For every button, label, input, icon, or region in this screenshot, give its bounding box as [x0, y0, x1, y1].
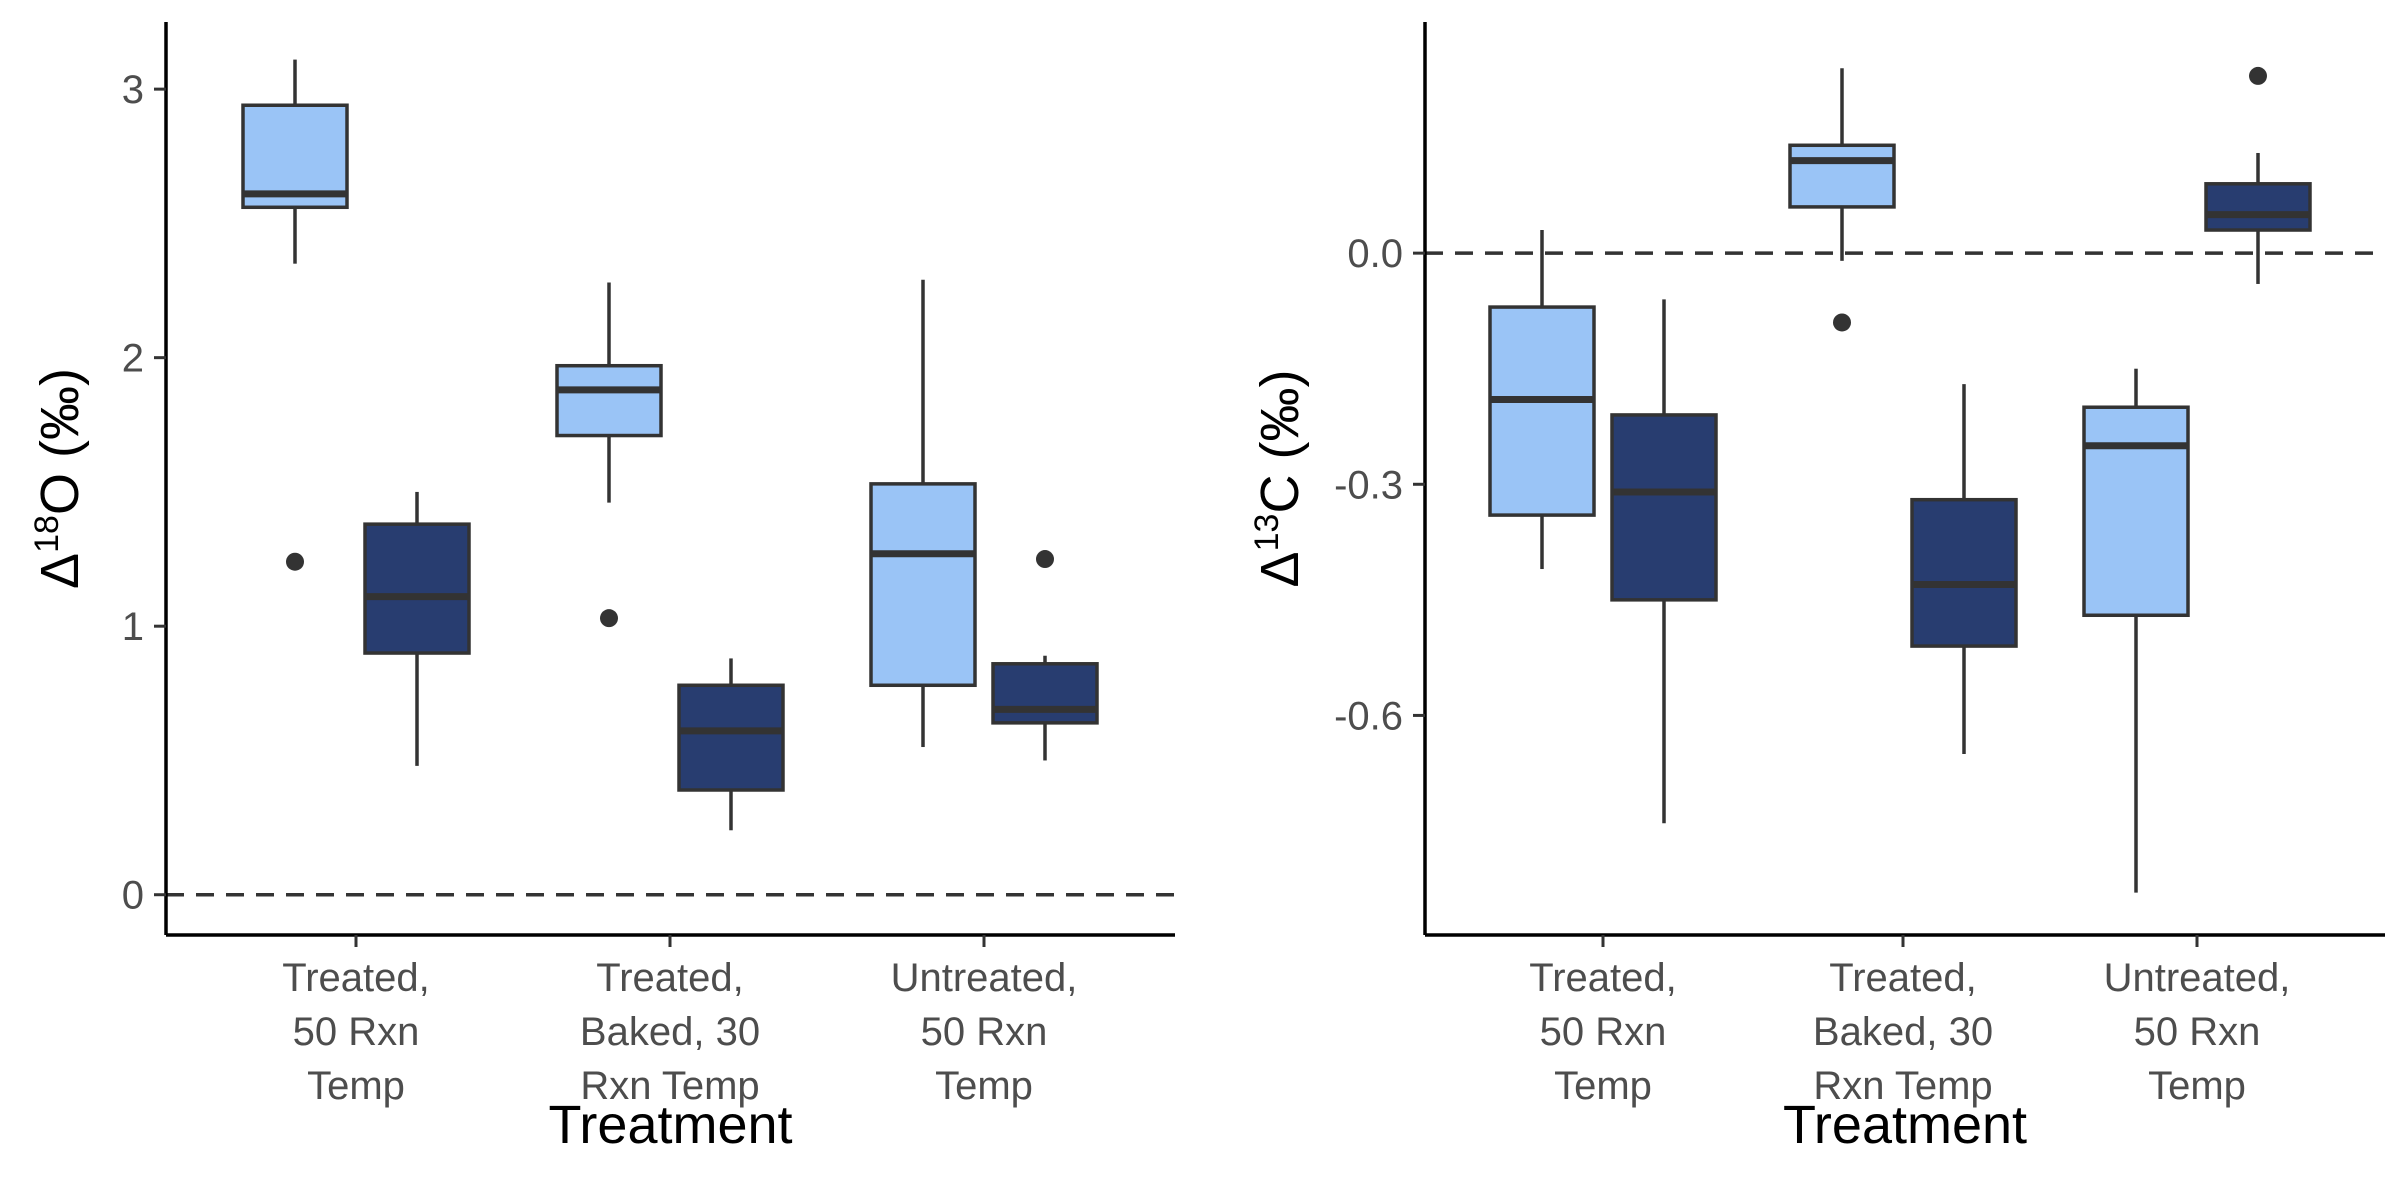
- iqr-box: [363, 522, 471, 655]
- boxplot-0-1: [363, 491, 471, 766]
- outlier-point: [1036, 550, 1054, 569]
- x-tick-label-line: Baked, 30: [580, 1010, 760, 1054]
- iqr-box: [2204, 182, 2312, 232]
- iqr-box: [1488, 305, 1596, 517]
- y-tick-label: 3: [122, 68, 144, 112]
- x-tick-label-line: Rxn Temp: [1813, 1064, 1992, 1108]
- iqr-box: [555, 363, 663, 438]
- y-tick-label: 1: [122, 605, 144, 649]
- x-tick-label-line: Treated,: [282, 956, 429, 1000]
- x-tick-label-line: Temp: [1554, 1064, 1652, 1108]
- x-tick-label-line: Temp: [2148, 1064, 2246, 1108]
- y-axis-title: Δ13C (‰): [1248, 370, 1310, 588]
- x-tick-label-line: Treated,: [596, 956, 743, 1000]
- boxplot-1-0: [555, 282, 663, 628]
- outlier-point: [2249, 66, 2267, 85]
- y-axis-title-text: C (‰): [1250, 370, 1310, 514]
- boxplot-1-1: [1910, 384, 2018, 754]
- iqr-box: [677, 683, 785, 792]
- x-tick-label-line: 50 Rxn: [2134, 1010, 2261, 1054]
- iqr-box: [1788, 143, 1896, 209]
- y-axis-title-symbol: Δ: [30, 553, 90, 589]
- x-tick-label: Untreated, 50 Rxn Temp: [891, 956, 1078, 1108]
- iqr-box: [241, 103, 349, 210]
- x-tick-label: Treated, Baked, 30 Rxn Temp: [580, 956, 760, 1108]
- x-tick-label-line: Untreated,: [891, 956, 1078, 1000]
- x-tick-label-line: Temp: [307, 1064, 405, 1108]
- y-tick-label: 2: [122, 337, 144, 381]
- x-tick-label: Untreated, 50 Rxn Temp: [2104, 956, 2291, 1108]
- x-tick-label-line: Untreated,: [2104, 956, 2291, 1000]
- x-tick-label-line: Temp: [935, 1064, 1033, 1108]
- iqr-box: [1910, 497, 2018, 648]
- boxplot-2-1: [2204, 66, 2312, 284]
- y-tick-label: -0.6: [1334, 694, 1403, 738]
- x-tick-label-line: 50 Rxn: [921, 1010, 1048, 1054]
- iqr-box: [2082, 405, 2190, 618]
- boxplot-0-0: [1488, 230, 1596, 570]
- boxplot-0-1: [1610, 299, 1718, 824]
- boxplot-1-1: [677, 658, 785, 831]
- boxplot-2-0: [2082, 368, 2190, 893]
- x-tick-label: Treated, Baked, 30 Rxn Temp: [1813, 956, 1993, 1108]
- iqr-box: [869, 482, 977, 688]
- boxplot-0-0: [241, 59, 349, 571]
- y-tick-label: 0: [122, 874, 144, 918]
- panel-delta-18o: 0 1 2 3 Treated, 50 Rxn Temp Treated, Baked, 30 R…: [28, 22, 1175, 1155]
- y-axis-title-superscript: 13: [1248, 514, 1286, 552]
- x-tick-label-line: 50 Rxn: [293, 1010, 420, 1054]
- x-axis-title: Treatment: [548, 1095, 792, 1155]
- x-tick-label-line: 50 Rxn: [1540, 1010, 1667, 1054]
- panel-delta-13c: 0.0 -0.3 -0.6 Treated, 50 Rxn Temp Treated, Bak…: [1248, 22, 2385, 1155]
- boxplot-2-0: [869, 279, 977, 748]
- y-axis-title-superscript: 18: [28, 515, 66, 553]
- y-axis-title: Δ18O (‰): [28, 368, 90, 589]
- outlier-point: [600, 609, 618, 628]
- boxplot-1-0: [1788, 68, 1896, 332]
- x-tick-label: Treated, 50 Rxn Temp: [1529, 956, 1676, 1108]
- y-axis-title-text: O (‰): [30, 368, 90, 515]
- outlier-point: [1833, 313, 1851, 332]
- x-axis-title: Treatment: [1783, 1095, 2027, 1155]
- iqr-box: [1610, 413, 1718, 602]
- x-tick-label: Treated, 50 Rxn Temp: [282, 956, 429, 1108]
- y-tick-label: 0.0: [1347, 232, 1403, 276]
- boxplot-2-1: [991, 550, 1099, 761]
- x-tick-label-line: Baked, 30: [1813, 1010, 1993, 1054]
- iqr-box: [991, 662, 1099, 725]
- x-tick-label-line: Treated,: [1529, 956, 1676, 1000]
- y-tick-label: -0.3: [1334, 463, 1403, 507]
- x-tick-label-line: Rxn Temp: [580, 1064, 759, 1108]
- outlier-point: [286, 552, 304, 571]
- y-axis-title-symbol: Δ: [1250, 551, 1310, 587]
- x-tick-label-line: Treated,: [1829, 956, 1976, 1000]
